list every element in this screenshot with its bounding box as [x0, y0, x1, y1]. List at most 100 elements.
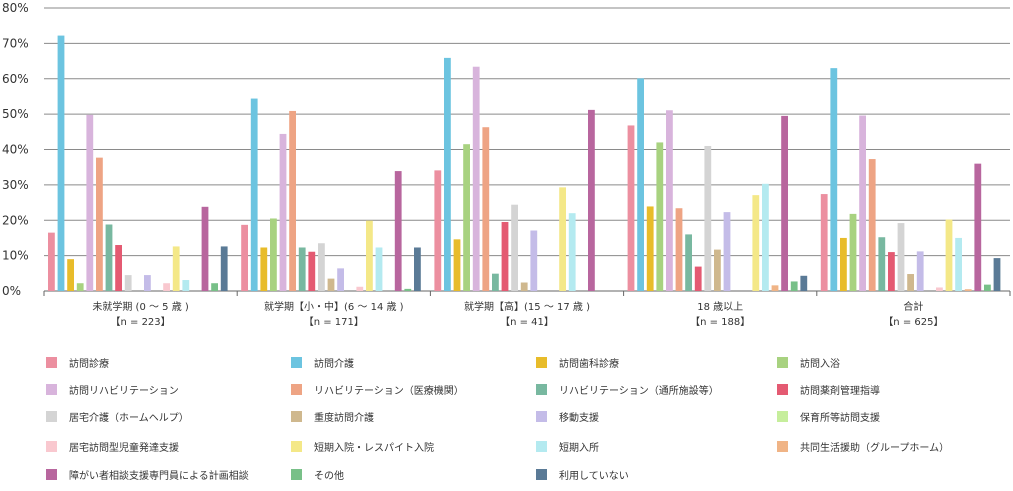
legend-item: 移動支援 — [536, 409, 599, 424]
legend-label: 短期入院・レスパイト入院 — [314, 442, 434, 454]
legend-item: 短期入院・レスパイト入院 — [291, 439, 434, 454]
bar — [675, 208, 683, 291]
legend-swatch — [46, 356, 57, 368]
bar — [916, 251, 924, 291]
legend-item: リハビリテーション（医療機関） — [291, 382, 464, 397]
bar — [723, 212, 731, 291]
bar — [463, 144, 470, 291]
bar — [86, 114, 94, 292]
legend-swatch — [291, 410, 302, 422]
bar — [859, 115, 866, 291]
bar — [790, 281, 798, 291]
bar — [453, 239, 461, 291]
bar-chart: 0% 10% 20% 30% 40% 50% 60% 70% 80% 未就学期 (0 ～ 5 歳 … — [2, 1, 1011, 328]
bar — [124, 275, 132, 291]
legend-swatch — [777, 410, 788, 422]
legend-item: 訪問歯科診療 — [536, 355, 619, 370]
bar — [520, 282, 528, 291]
category-label: 合計 — [903, 300, 923, 313]
bar — [201, 206, 209, 291]
legend-item: 居宅訪問型児童発達支援 — [46, 439, 179, 454]
bar — [182, 280, 190, 291]
legend-swatch — [777, 383, 788, 395]
legend-label: 訪問リハビリテーション — [69, 385, 179, 397]
legend-item: 訪問リハビリテーション — [46, 382, 179, 397]
y-tick-label: 60% — [2, 72, 29, 86]
legend-swatch — [46, 410, 57, 422]
bar — [781, 115, 788, 291]
bar — [241, 224, 248, 291]
bar — [955, 237, 962, 291]
legend-label: 共同生活援助（グループホーム） — [800, 442, 950, 454]
legend-label: 居宅介護（ホームヘルプ） — [69, 412, 189, 424]
legend-swatch — [536, 410, 547, 422]
bar — [694, 266, 702, 291]
bar — [472, 66, 480, 291]
category-n-label: 【n = 625】 — [883, 316, 943, 328]
bar — [76, 283, 84, 291]
bar — [714, 249, 721, 291]
bar — [211, 283, 218, 291]
legend-label: 訪問薬剤管理指導 — [800, 385, 880, 397]
bar — [404, 288, 412, 291]
legend-label: その他 — [314, 470, 344, 482]
category-n-label: 【n = 171】 — [304, 316, 364, 328]
legend-label: 利用していない — [559, 470, 629, 482]
bar — [849, 213, 857, 291]
legend-item: 短期入所 — [536, 439, 599, 454]
legend-label: 重度訪問介護 — [314, 412, 374, 424]
bar — [984, 284, 991, 291]
bar — [308, 251, 316, 291]
legend-swatch — [777, 440, 788, 452]
legend-label: 訪問歯科診療 — [559, 358, 619, 370]
bar — [144, 275, 151, 291]
bar — [444, 57, 451, 291]
bar — [394, 171, 402, 291]
legend-item: 訪問薬剤管理指導 — [777, 382, 880, 397]
bar — [646, 206, 654, 291]
bar — [704, 145, 712, 291]
legend-swatch — [46, 468, 57, 480]
bar — [115, 245, 122, 291]
y-tick-label: 70% — [2, 36, 29, 50]
y-tick-label: 0% — [2, 284, 21, 298]
bar — [627, 125, 635, 291]
bar — [96, 157, 103, 291]
legend-label: 短期入所 — [559, 442, 599, 454]
legend-swatch — [291, 440, 302, 452]
bar — [888, 252, 895, 291]
y-tick-label: 40% — [2, 143, 29, 157]
bar — [318, 243, 325, 291]
y-tick-label: 20% — [2, 213, 29, 227]
bar — [945, 219, 953, 291]
legend-swatch — [777, 356, 788, 368]
bar — [685, 234, 692, 291]
bar — [105, 224, 113, 291]
bar — [637, 78, 644, 292]
bar — [974, 163, 982, 291]
legend-swatch — [46, 440, 57, 452]
bar — [356, 286, 364, 291]
bar — [568, 213, 576, 291]
legend-label: 移動支援 — [559, 412, 599, 424]
bar — [289, 110, 296, 291]
legend-label: 訪問入浴 — [800, 358, 840, 370]
category-label: 未就学期 (0 ～ 5 歳 ) — [92, 300, 189, 313]
legend-item: 訪問入浴 — [777, 355, 840, 370]
bar — [868, 159, 876, 291]
legend-item: 共同生活援助（グループホーム） — [777, 439, 950, 454]
legend-item: 訪問診療 — [46, 355, 109, 370]
bar — [57, 35, 65, 291]
bar — [163, 283, 170, 291]
bar — [897, 223, 905, 291]
legend-item: 重度訪問介護 — [291, 409, 374, 424]
legend-item: 障がい者相談支援専門員による計画相談 — [46, 467, 249, 482]
bar — [260, 247, 268, 291]
legend-label: リハビリテーション（医療機関） — [314, 385, 464, 397]
legend-item: 居宅介護（ホームヘルプ） — [46, 409, 189, 424]
bar — [327, 278, 335, 291]
bar — [964, 289, 972, 291]
bar — [840, 237, 847, 291]
bar — [559, 187, 566, 291]
legend-label: 訪問介護 — [314, 358, 354, 370]
